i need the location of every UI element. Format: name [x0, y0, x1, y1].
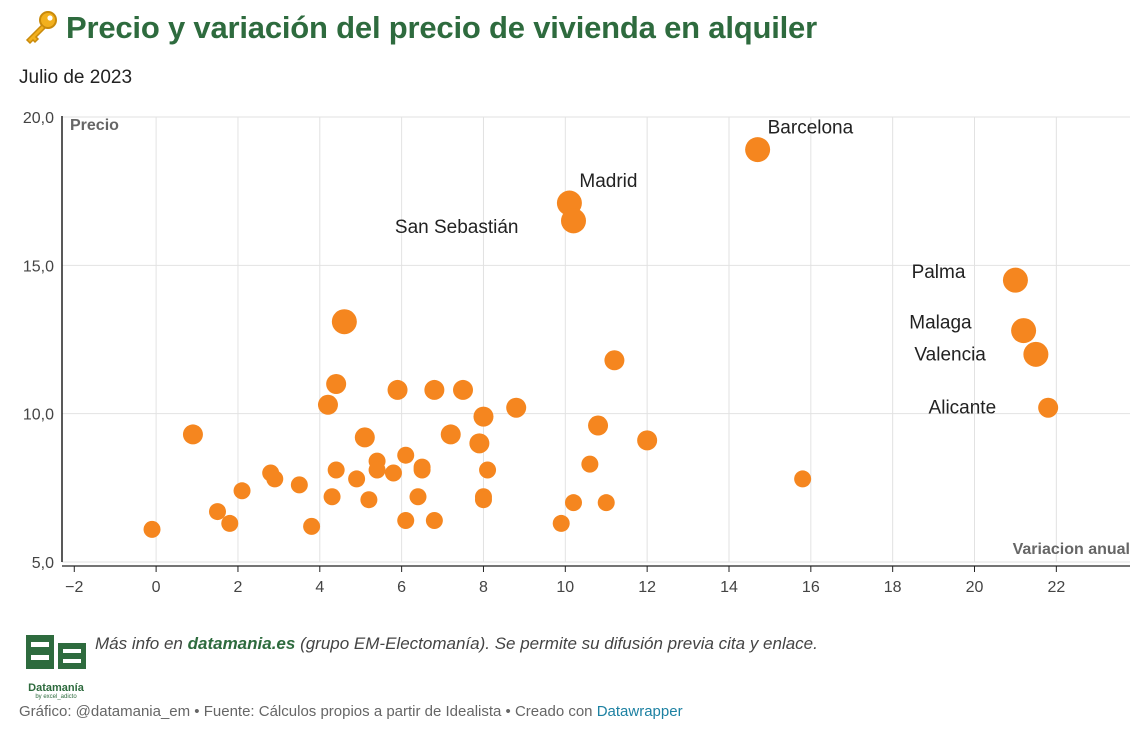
chart-subtitle: Julio de 2023 — [19, 67, 133, 88]
x-axis-title: Variacion anual — [1013, 541, 1130, 558]
data-point[interactable] — [453, 379, 474, 400]
footer-note-prefix: Más info en — [95, 634, 188, 653]
data-point[interactable] — [326, 374, 347, 394]
data-point[interactable] — [604, 350, 625, 371]
chart-title: Precio y variación del precio de viviend… — [66, 10, 817, 45]
point-palma[interactable] — [1002, 267, 1028, 293]
x-tick-label: 4 — [315, 579, 324, 596]
datamania-link[interactable]: datamania.es — [187, 634, 296, 653]
data-point[interactable] — [597, 494, 615, 512]
point-label: Barcelona — [768, 118, 854, 139]
data-point[interactable] — [425, 511, 443, 529]
data-point[interactable] — [474, 491, 492, 509]
credit-text: Gráfico: @datamania_em • Fuente: Cálculo… — [19, 703, 597, 720]
point-valencia[interactable] — [1023, 341, 1049, 367]
data-point[interactable] — [360, 491, 378, 509]
data-point[interactable] — [397, 446, 415, 464]
point-label: Palma — [912, 262, 966, 283]
scatter-chart: Precio Variacion anual −2 0 2 4 6 8 10 12 14 16 18… — [23, 110, 1130, 596]
x-tick-label: 16 — [802, 579, 820, 596]
x-tick-label: 6 — [397, 579, 406, 596]
data-point[interactable] — [384, 464, 402, 482]
point-barcelona[interactable] — [745, 137, 771, 163]
x-tick-label: 2 — [234, 579, 243, 596]
data-point[interactable] — [424, 379, 445, 400]
credit-line: Gráfico: @datamania_em • Fuente: Cálculo… — [19, 703, 683, 720]
data-point[interactable] — [440, 424, 461, 445]
data-point[interactable] — [581, 455, 599, 473]
data-points — [143, 137, 1059, 538]
x-tick-label: 18 — [884, 579, 902, 596]
data-point[interactable] — [233, 482, 251, 500]
x-tick-label: 14 — [720, 579, 738, 596]
data-point[interactable] — [368, 461, 386, 479]
data-point[interactable] — [506, 397, 527, 418]
data-point[interactable] — [348, 470, 366, 488]
y-tick-label: 15,0 — [23, 258, 54, 275]
data-point[interactable] — [327, 461, 345, 479]
data-point[interactable] — [479, 461, 497, 479]
data-point[interactable] — [303, 517, 321, 535]
point-labels: Barcelona Madrid San Sebastián Palma Malaga V… — [395, 118, 996, 419]
data-point[interactable] — [794, 470, 812, 488]
key-icon — [25, 11, 57, 45]
data-point[interactable] — [469, 433, 490, 454]
point-label: Alicante — [929, 398, 997, 419]
x-tick-label: 12 — [638, 579, 656, 596]
logo-tagline: by excel_adicto — [35, 694, 77, 700]
footer-note: Más info en datamania.es (grupo EM-Elect… — [95, 634, 818, 654]
axes: Precio Variacion anual −2 0 2 4 6 8 10 12 14 16 18… — [23, 110, 1130, 596]
data-point[interactable] — [637, 430, 658, 451]
data-point[interactable] — [290, 476, 308, 494]
data-point[interactable] — [182, 424, 203, 445]
data-point[interactable] — [397, 511, 415, 529]
x-tick-label: 8 — [479, 579, 488, 596]
data-point[interactable] — [354, 427, 375, 448]
data-point[interactable] — [143, 520, 161, 538]
point-label: Valencia — [914, 344, 986, 365]
x-tick-label: 0 — [152, 579, 161, 596]
point-alicante[interactable] — [1038, 397, 1059, 418]
data-point[interactable] — [331, 309, 357, 335]
y-tick-label: 20,0 — [23, 110, 54, 127]
y-tick-label: 5,0 — [32, 555, 54, 572]
data-point[interactable] — [588, 415, 609, 436]
y-tick-label: 10,0 — [23, 407, 54, 424]
x-tick-label: 20 — [966, 579, 984, 596]
logo-name: Datamanía — [28, 682, 84, 694]
data-point[interactable] — [323, 488, 341, 506]
data-point[interactable] — [221, 514, 239, 532]
point-label: Madrid — [579, 171, 637, 192]
data-point[interactable] — [266, 470, 284, 488]
point-label: Malaga — [909, 313, 972, 334]
x-tick-label: 22 — [1047, 579, 1065, 596]
point-sansebastin[interactable] — [560, 208, 586, 234]
logo-mark-icon — [26, 635, 86, 669]
data-point[interactable] — [552, 514, 570, 532]
point-malaga[interactable] — [1011, 318, 1037, 344]
data-point[interactable] — [387, 379, 408, 400]
datamania-logo: Datamanía by excel_adicto — [22, 631, 90, 700]
data-point[interactable] — [208, 503, 226, 521]
data-point[interactable] — [564, 494, 582, 512]
x-tick-label: −2 — [65, 579, 83, 596]
data-point[interactable] — [413, 461, 431, 479]
y-axis-title: Precio — [70, 117, 119, 134]
grid — [62, 116, 1130, 563]
data-point[interactable] — [317, 394, 338, 415]
data-point[interactable] — [473, 406, 494, 427]
datawrapper-link[interactable]: Datawrapper — [596, 703, 683, 720]
footer-note-suffix: (grupo EM-Electomanía). Se permite su di… — [295, 634, 818, 653]
header: Precio y variación del precio de viviend… — [22, 10, 817, 46]
data-point[interactable] — [409, 488, 427, 506]
point-label: San Sebastián — [395, 217, 519, 238]
x-tick-label: 10 — [556, 579, 574, 596]
